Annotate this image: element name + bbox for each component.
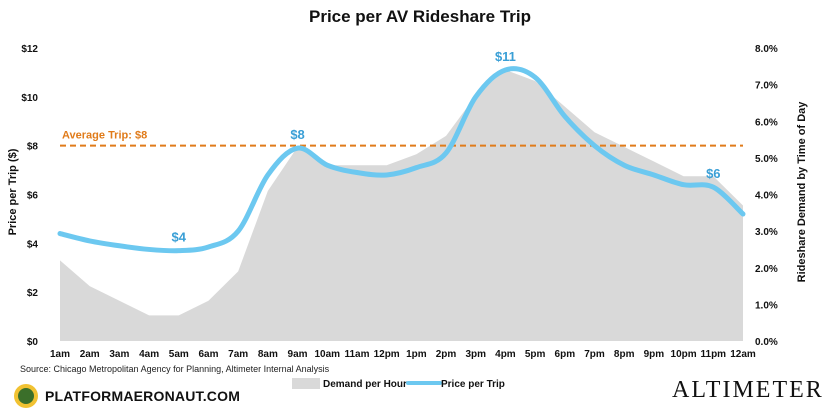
x-axis-ticks: 1am 2am 3am 4am 5am 6am 7am 8am 9am 10am 11am 12pm 1… (50, 349, 756, 360)
x-tick-label: 2am (80, 349, 100, 360)
x-tick-label: 11am (344, 349, 369, 360)
average-line-layer: Average Trip: $8 (60, 130, 743, 147)
annotation-label: $11 (495, 49, 516, 64)
y2-tick-label: 8.0% (755, 44, 778, 55)
x-tick-label: 1am (50, 349, 70, 360)
legend: Demand per Hour Price per Trip (292, 378, 505, 390)
x-tick-label: 3am (109, 349, 129, 360)
x-tick-label: 5am (169, 349, 189, 360)
y-tick-label: $6 (27, 191, 39, 202)
price-line (57, 66, 746, 254)
demand-area (60, 69, 743, 341)
chart-title: Price per AV Rideshare Trip (309, 7, 531, 26)
x-tick-label: 12am (730, 349, 756, 360)
y-tick-label: $10 (21, 93, 38, 104)
x-tick-label: 10am (314, 349, 340, 360)
y2-tick-label: 3.0% (755, 227, 778, 238)
annotation-label: $4 (172, 230, 187, 245)
left-axis-ticks: $0 $2 $4 $6 $8 $10 $12 (21, 44, 38, 348)
annotation-label: $8 (290, 127, 304, 142)
x-tick-label: 9pm (644, 349, 665, 360)
x-tick-label: 3pm (465, 349, 486, 360)
x-tick-label: 4am (139, 349, 159, 360)
legend-swatch-demand (292, 378, 320, 389)
price-line-layer (57, 66, 746, 254)
source-note: Source: Chicago Metropolitan Agency for … (20, 364, 330, 374)
x-tick-label: 8pm (614, 349, 635, 360)
x-tick-label: 5pm (525, 349, 546, 360)
x-tick-label: 1pm (406, 349, 427, 360)
x-tick-label: 4pm (495, 349, 516, 360)
y2-tick-label: 0.0% (755, 337, 778, 348)
platformaeronaut-logo: PLATFORMAERONAUT.COM (14, 384, 240, 408)
x-tick-label: 7am (228, 349, 248, 360)
x-tick-label: 6am (198, 349, 218, 360)
x-tick-label: 2pm (436, 349, 457, 360)
y2-tick-label: 4.0% (755, 191, 778, 202)
y-tick-label: $8 (27, 142, 39, 153)
x-tick-label: 10pm (671, 349, 697, 360)
y2-tick-label: 6.0% (755, 117, 778, 128)
y-tick-label: $4 (27, 239, 39, 250)
legend-label-price: Price per Trip (441, 379, 505, 390)
y-tick-label: $2 (27, 288, 39, 299)
y-axis-title: Price per Trip ($) (7, 148, 19, 235)
y2-tick-label: 1.0% (755, 300, 778, 311)
globe-icon (14, 384, 38, 408)
y-tick-label: $0 (27, 337, 39, 348)
average-label: Average Trip: $8 (62, 130, 147, 142)
y2-tick-label: 5.0% (755, 154, 778, 165)
x-tick-label: 7pm (584, 349, 605, 360)
altimeter-logo: ALTIMETER (672, 377, 824, 403)
x-tick-label: 12pm (374, 349, 400, 360)
x-tick-label: 8am (258, 349, 278, 360)
y2-tick-label: 7.0% (755, 81, 778, 92)
y-tick-label: $12 (21, 44, 38, 55)
brand-left-text: PLATFORMAERONAUT.COM (45, 388, 241, 404)
x-tick-label: 6pm (555, 349, 576, 360)
annotation-layer: $4 $8 $11 $6 (172, 49, 721, 245)
y2-tick-label: 2.0% (755, 264, 778, 275)
x-tick-label: 11pm (701, 349, 727, 360)
x-tick-label: 9am (288, 349, 308, 360)
annotation-label: $6 (706, 166, 720, 181)
demand-area-layer (59, 69, 744, 341)
y2-axis-title: Rideshare Demand by Time of Day (796, 101, 808, 283)
right-axis-ticks: 0.0% 1.0% 2.0% 3.0% 4.0% 5.0% 6.0% 7.0% 8.0% (755, 44, 778, 348)
legend-label-demand: Demand per Hour (323, 379, 407, 390)
